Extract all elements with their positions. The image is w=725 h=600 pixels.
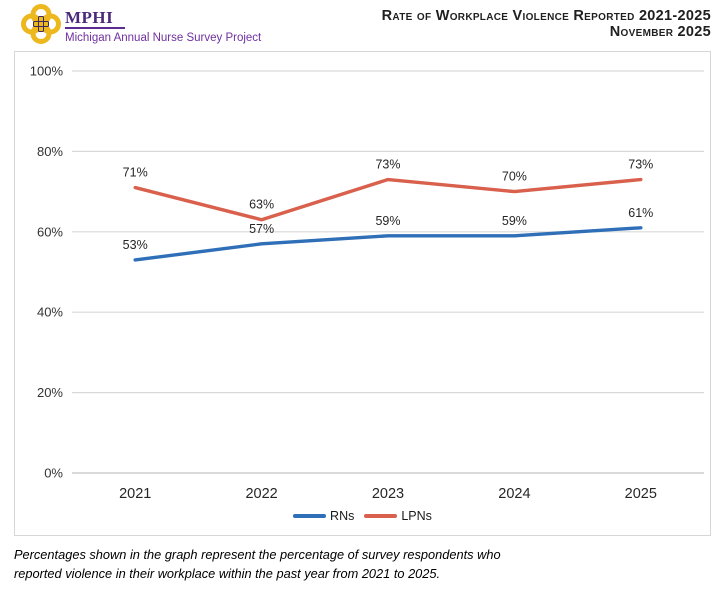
y-tick-20%: 20% [37, 385, 63, 400]
chart-footnote: Percentages shown in the graph represent… [14, 545, 501, 583]
legend-label-RNs: RNs [330, 509, 355, 523]
org-name: MPHI [65, 9, 126, 29]
mphi-logo-icon [21, 4, 61, 44]
y-tick-80%: 80% [37, 144, 63, 159]
data-label-RNs-2024: 59% [502, 214, 527, 228]
legend-swatch-LPNs [364, 514, 398, 518]
x-tick-2022: 2022 [245, 486, 277, 502]
chart-container: 0% 20% 40% 60% 80% 100% 2021 2022 2023 2024 2025 53… [14, 51, 711, 536]
data-label-LPNs-2025: 73% [628, 158, 653, 172]
legend-item-LPNs: LPNs [364, 509, 432, 523]
data-label-RNs-2021: 53% [123, 238, 148, 252]
line-chart: 0% 20% 40% 60% 80% 100% 2021 2022 2023 2024 2025 53… [30, 64, 704, 502]
header-logo-block: MPHI Michigan Annual Nurse Survey Projec… [20, 3, 261, 45]
data-label-LPNs-2024: 70% [502, 170, 527, 184]
data-label-LPNs-2022: 63% [249, 198, 274, 212]
footnote-line1: Percentages shown in the graph represent… [14, 547, 501, 562]
page-title-line2: November 2025 [609, 24, 711, 40]
legend-swatch-RNs [293, 514, 327, 518]
y-tick-60%: 60% [37, 224, 63, 239]
y-tick-0%: 0% [44, 466, 63, 481]
chart-legend: RNs LPNs [15, 509, 710, 523]
data-label-LPNs-2021: 71% [123, 166, 148, 180]
legend-item-RNs: RNs [293, 509, 354, 523]
data-label-LPNs-2023: 73% [375, 158, 400, 172]
page-title: Rate of Workplace Violence Reported 2021… [382, 8, 711, 40]
x-tick-2024: 2024 [498, 486, 530, 502]
page-title-line1: Rate of Workplace Violence Reported 2021… [381, 8, 711, 24]
y-tick-100%: 100% [30, 64, 64, 79]
data-label-RNs-2023: 59% [375, 214, 400, 228]
series-line-LPNs [133, 177, 643, 222]
footnote-line2: reported violence in their workplace wit… [14, 566, 441, 582]
x-tick-2023: 2023 [372, 486, 404, 502]
y-tick-40%: 40% [37, 305, 63, 320]
x-tick-2025: 2025 [625, 486, 657, 502]
project-name: Michigan Annual Nurse Survey Project [65, 32, 262, 44]
series-line-RNs [133, 226, 643, 262]
data-label-RNs-2025: 61% [628, 206, 653, 220]
data-label-RNs-2022: 57% [249, 222, 274, 236]
legend-label-LPNs: LPNs [401, 509, 432, 523]
x-tick-2021: 2021 [119, 486, 151, 502]
